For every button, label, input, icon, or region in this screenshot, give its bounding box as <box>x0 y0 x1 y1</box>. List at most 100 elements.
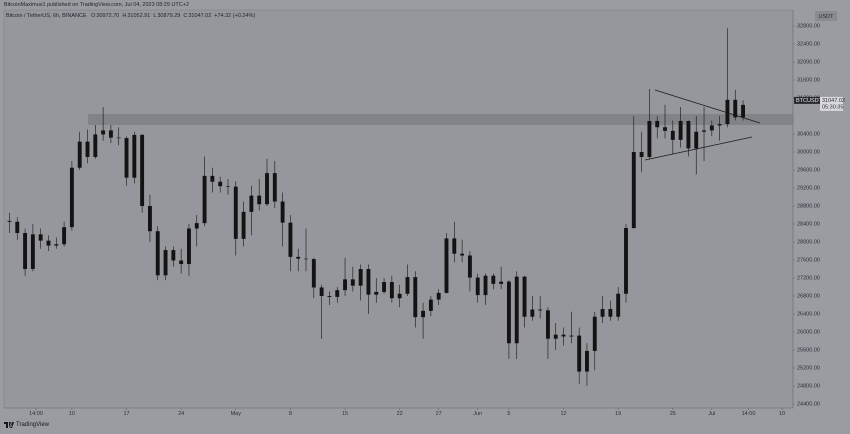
footer: TradingView <box>4 422 49 428</box>
ohlc-key: O <box>91 13 96 19</box>
candle-body <box>54 244 59 246</box>
candle-body <box>46 240 51 246</box>
candle-body <box>296 256 301 259</box>
y-tick-label: 26800.00 <box>797 293 820 299</box>
y-tick-label: 28000.00 <box>797 239 820 245</box>
y-tick-label: 29200.00 <box>797 185 820 191</box>
x-tick-label: 24 <box>178 411 184 417</box>
candle-body <box>85 141 90 157</box>
candle-body <box>483 275 488 296</box>
countdown: 05:30:35 <box>822 104 843 110</box>
candle-body <box>647 120 652 157</box>
y-tick-label: 27600.00 <box>797 257 820 263</box>
candle-body <box>374 291 379 295</box>
y-tick-label: 31600.00 <box>797 77 820 83</box>
candle-body <box>467 255 472 278</box>
candle-body <box>187 228 191 265</box>
y-tick-label: 25600.00 <box>797 347 820 353</box>
logo-text: TradingView <box>16 422 50 428</box>
candle-body <box>23 233 28 270</box>
candle-body <box>358 269 363 286</box>
candle-body <box>709 125 714 131</box>
candle-body <box>616 293 621 317</box>
triangle-upper-line <box>654 89 761 124</box>
candle-body <box>202 175 207 224</box>
candle-body <box>147 206 152 232</box>
candle-body <box>38 234 43 241</box>
y-tick-label: 30400.00 <box>797 131 820 137</box>
x-tick-label: 19 <box>615 411 621 417</box>
x-tick-label: 22 <box>397 411 403 417</box>
candle-body <box>600 309 605 317</box>
symbol: Bitcoin / TetherUS, 6h, BINANCE <box>6 13 87 19</box>
candle-body <box>155 231 160 276</box>
candle-body <box>366 269 371 295</box>
candle-body <box>491 275 496 284</box>
candle-body <box>311 259 316 288</box>
change: +74.32 (+0.24%) <box>214 13 256 19</box>
triangle-lower-line <box>644 136 753 161</box>
candle-body <box>288 222 293 257</box>
candle-body <box>413 277 418 318</box>
y-tick-label: 28400.00 <box>797 221 820 227</box>
candle-body <box>116 137 121 139</box>
x-tick-label: 14:00 <box>742 411 756 417</box>
ohlc-value: 30972.70 <box>96 13 120 19</box>
candle-body <box>304 258 308 260</box>
candle-body <box>30 234 35 270</box>
y-tick-label: 29600.00 <box>797 167 820 173</box>
candle-body <box>108 130 113 138</box>
ohlc-key: C <box>183 13 188 19</box>
candle-body <box>686 120 691 149</box>
plot-area <box>3 9 794 409</box>
candle-body <box>421 310 426 318</box>
x-tick-label: May <box>231 411 242 417</box>
candle-body <box>460 253 465 256</box>
candle-body <box>93 134 98 157</box>
candle-body <box>389 282 394 299</box>
candle-body <box>452 238 457 254</box>
candle-body <box>717 124 722 126</box>
y-tick-label: 27200.00 <box>797 275 820 281</box>
last-price-box <box>820 96 843 111</box>
y-tick-label: 25200.00 <box>797 365 820 371</box>
candle-body <box>678 120 683 140</box>
x-tick-label: 27 <box>436 411 442 417</box>
candle-body <box>577 335 582 372</box>
candle-body <box>7 220 12 222</box>
candle-body <box>663 127 667 131</box>
y-tick-label: 24400.00 <box>797 401 820 407</box>
candle-body <box>265 173 269 205</box>
x-tick-label: 12 <box>560 411 566 417</box>
candle-body <box>327 296 332 297</box>
candle-body <box>585 350 589 372</box>
ohlc-value: 30879.29 <box>157 13 181 19</box>
candle-body <box>171 250 176 261</box>
y-tick-label: 32400.00 <box>797 41 820 47</box>
candle-body <box>670 130 675 140</box>
logo-icon <box>4 422 14 428</box>
candle-body <box>538 309 543 311</box>
candle-body <box>132 134 137 178</box>
candle-body <box>553 334 558 339</box>
y-tick-label: 32000.00 <box>797 59 820 65</box>
candle-body <box>226 186 230 187</box>
symbol-label: BTCUSDT <box>796 98 823 104</box>
candle-body <box>514 276 519 344</box>
y-tick-label: 24800.00 <box>797 383 820 389</box>
currency-label: USDT <box>819 14 835 20</box>
candle-body <box>545 310 550 339</box>
candles <box>7 28 746 386</box>
resistance-zone <box>88 114 793 125</box>
candle-body <box>561 334 566 337</box>
candle-body <box>624 228 628 294</box>
candle-body <box>592 316 597 351</box>
candle-body <box>655 120 660 128</box>
candle-body <box>163 250 168 276</box>
candle-body <box>694 131 699 149</box>
candle-body <box>405 277 410 294</box>
candle-body <box>218 181 223 187</box>
x-tick-label: 17 <box>123 411 129 417</box>
